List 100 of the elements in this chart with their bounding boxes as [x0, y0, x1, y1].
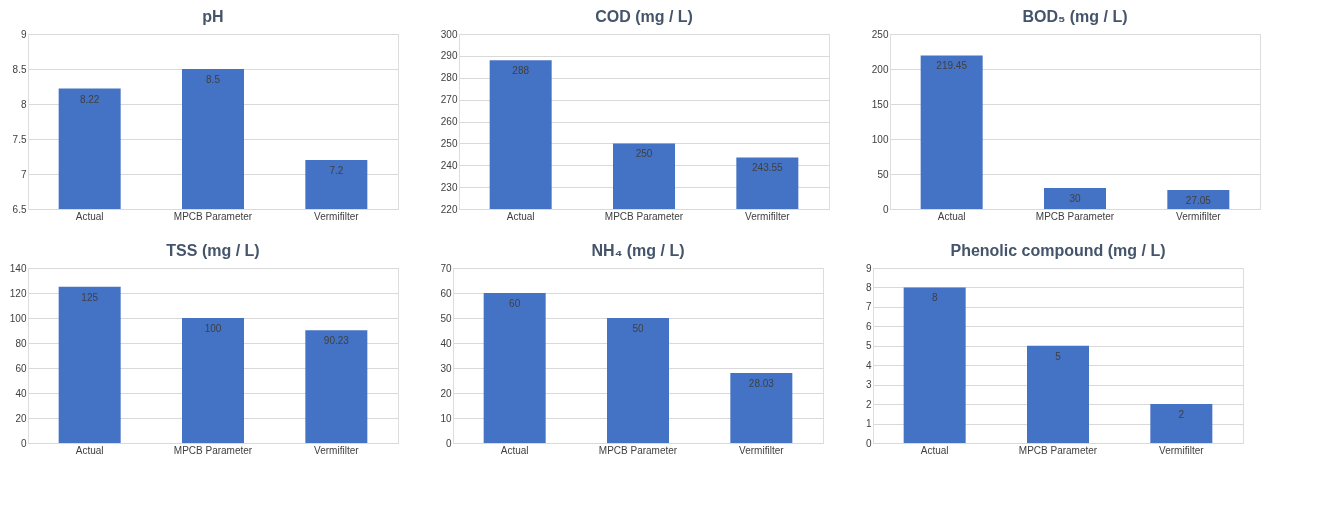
x-tick-label: MPCB Parameter	[1035, 210, 1115, 222]
y-tick-label: 140	[9, 262, 27, 274]
y-tick-label: 8	[865, 281, 872, 293]
x-tick-label: Vermifilter	[314, 444, 360, 456]
chart-title: BOD₅ (mg / L)	[1022, 8, 1128, 25]
bar	[1150, 404, 1213, 443]
y-tick-label: 50	[877, 168, 889, 180]
data-label: 8.22	[79, 93, 100, 105]
y-tick-label: 220	[440, 203, 458, 215]
data-label: 219.45	[936, 60, 968, 72]
bar	[903, 287, 966, 443]
data-label: 60	[509, 298, 521, 309]
data-label: 8.5	[206, 74, 221, 85]
data-label: 7.2	[329, 165, 344, 176]
y-tick-label: 10	[440, 412, 452, 424]
x-tick-label: MPCB Parameter	[598, 444, 678, 456]
x-tick-label: Vermifilter	[1159, 444, 1205, 456]
bar	[305, 330, 368, 443]
y-tick-label: 260	[440, 116, 458, 127]
bar	[920, 55, 983, 209]
y-tick-label: 40	[15, 387, 27, 399]
y-tick-label: 0	[882, 203, 889, 215]
data-label: 28.03	[748, 377, 775, 389]
y-tick-label: 100	[871, 133, 889, 145]
y-tick-label: 100	[9, 312, 27, 324]
y-tick-label: 280	[440, 72, 458, 84]
y-tick-label: 8	[20, 98, 27, 110]
y-tick-label: 1	[865, 418, 872, 430]
bar	[1027, 345, 1089, 443]
data-label: 243.55	[752, 162, 784, 174]
x-tick-label: Actual	[75, 210, 104, 222]
y-tick-label: 4	[865, 359, 872, 371]
chart-title: Phenolic compound (mg / L)	[950, 242, 1166, 259]
y-tick-label: 290	[440, 50, 458, 62]
data-label: 100	[204, 323, 222, 334]
y-tick-label: 250	[871, 28, 889, 40]
chart-title: NH₄ (mg / L)	[591, 242, 685, 259]
data-label: 90.23	[323, 335, 350, 347]
y-tick-label: 80	[15, 337, 27, 349]
y-tick-label: 0	[445, 437, 452, 449]
x-tick-label: Vermifilter	[314, 210, 360, 222]
x-tick-label: MPCB Parameter	[173, 210, 253, 222]
y-tick-label: 6	[865, 320, 872, 332]
data-label: 2	[1178, 409, 1185, 421]
x-tick-label: Actual	[500, 444, 529, 456]
y-tick-label: 120	[9, 287, 27, 299]
x-tick-label: Actual	[937, 210, 966, 222]
bar	[730, 372, 793, 443]
y-tick-label: 270	[440, 94, 458, 106]
data-label: 288	[512, 65, 530, 77]
y-tick-label: 7	[865, 301, 872, 313]
y-tick-label: 30	[440, 362, 452, 374]
y-tick-label: 230	[440, 181, 458, 193]
x-tick-label: Vermifilter	[1176, 210, 1222, 222]
y-tick-label: 250	[440, 137, 458, 149]
y-tick-label: 150	[871, 98, 889, 110]
x-tick-label: Actual	[920, 444, 949, 456]
y-tick-label: 7	[20, 168, 27, 180]
x-tick-label: Actual	[506, 210, 535, 222]
x-tick-label: MPCB Parameter	[173, 444, 253, 456]
y-tick-label: 40	[440, 337, 452, 349]
y-tick-label: 2	[865, 398, 872, 410]
y-tick-label: 5	[865, 340, 872, 352]
data-label: 250	[635, 148, 653, 160]
y-tick-label: 60	[440, 287, 452, 299]
chart-title: pH	[202, 8, 224, 25]
y-tick-label: 9	[865, 262, 872, 274]
y-tick-label: 8.5	[12, 63, 27, 75]
y-tick-label: 20	[15, 412, 27, 424]
bar	[58, 286, 121, 443]
y-tick-label: 9	[20, 28, 27, 40]
y-tick-label: 200	[871, 63, 889, 75]
y-tick-label: 70	[440, 262, 452, 274]
y-tick-label: 0	[20, 437, 27, 449]
data-label: 50	[632, 323, 644, 334]
y-tick-label: 20	[440, 387, 452, 399]
bar	[1167, 190, 1230, 209]
bar	[1044, 188, 1106, 209]
x-tick-label: MPCB Parameter	[1018, 444, 1098, 456]
bar	[483, 293, 546, 443]
data-label: 5	[1055, 350, 1062, 362]
y-tick-label: 50	[440, 312, 452, 324]
x-tick-label: Actual	[75, 444, 104, 456]
data-label: 8	[931, 292, 938, 304]
bar	[607, 318, 669, 443]
y-tick-label: 0	[865, 437, 872, 449]
bar	[182, 318, 244, 443]
data-label: 125	[81, 291, 99, 303]
x-tick-label: Vermifilter	[739, 444, 785, 456]
y-tick-label: 240	[440, 159, 458, 171]
y-tick-label: 7.5	[12, 133, 27, 145]
data-label: 27.05	[1185, 195, 1212, 207]
y-tick-label: 300	[440, 28, 458, 40]
chart-title: COD (mg / L)	[595, 8, 693, 25]
chart-title: TSS (mg / L)	[166, 242, 260, 259]
x-tick-label: MPCB Parameter	[604, 210, 684, 222]
y-tick-label: 3	[865, 379, 872, 391]
y-tick-label: 6.5	[12, 203, 27, 215]
data-label: 30	[1069, 193, 1081, 204]
y-tick-label: 60	[15, 362, 27, 374]
